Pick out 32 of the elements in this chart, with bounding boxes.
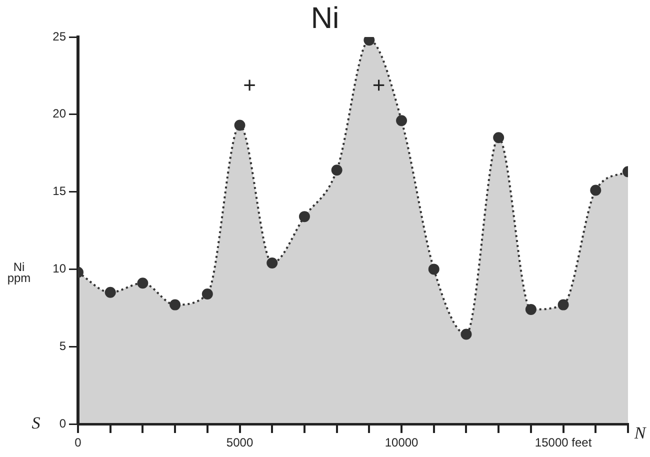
- y-tick-label: 15: [52, 184, 66, 198]
- chart-title: Ni: [310, 2, 340, 35]
- point: [331, 164, 342, 176]
- point: [558, 299, 569, 310]
- y-tick-label: 5: [59, 338, 66, 353]
- x-tick-label: 5000: [226, 436, 254, 450]
- point: [202, 288, 213, 300]
- point: [234, 120, 246, 131]
- point: [137, 278, 148, 289]
- point: [493, 132, 504, 144]
- point: [428, 264, 440, 275]
- y-tick-label: 0: [59, 416, 66, 430]
- x-tick-label: 10000: [384, 436, 419, 450]
- text: S: [32, 413, 41, 432]
- annotation: +: [372, 72, 386, 98]
- point: [590, 184, 602, 196]
- point: [298, 211, 310, 222]
- point: [396, 115, 408, 126]
- annotation: +: [243, 72, 256, 98]
- point: [266, 258, 278, 269]
- x-tick-label: 15000 feet: [534, 436, 592, 450]
- y-tick-label: 20: [52, 106, 66, 121]
- text: N: [633, 423, 648, 442]
- y-axis-title: Ni ppm: [6, 260, 32, 285]
- point: [364, 37, 375, 46]
- point: [460, 328, 472, 340]
- y-tick-label: 10: [52, 262, 66, 276]
- x-tick-label: 0: [74, 436, 82, 450]
- point: [104, 286, 116, 298]
- point: [170, 299, 181, 310]
- point: [525, 304, 536, 315]
- y-tick-label: 25: [52, 29, 66, 44]
